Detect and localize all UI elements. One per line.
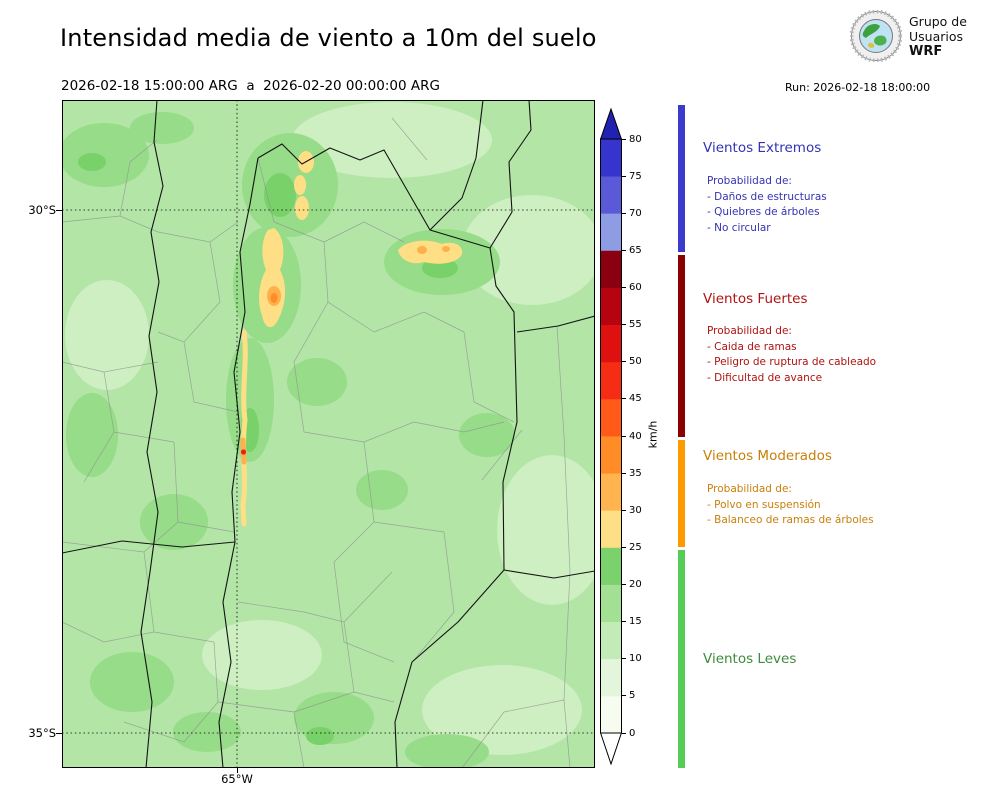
colorbar-tick-mark (622, 361, 626, 363)
logo-line-3: WRF (909, 43, 943, 59)
legend-item: Probabilidad de: (707, 325, 792, 337)
legend-title-moderados: Vientos Moderados (703, 448, 832, 464)
y-axis-label-35s: 35°S (28, 726, 56, 740)
forecast-period: 2026-02-18 15:00:00 ARG a 2026-02-20 00:… (61, 78, 440, 94)
colorbar-tick-mark (622, 287, 626, 288)
colorbar-tick-mark (622, 138, 626, 140)
colorbar-tick-mark (622, 212, 626, 214)
colorbar-tick-mark (622, 509, 626, 511)
legend-item: - No circular (707, 221, 771, 234)
colorbar-tick-mark (622, 472, 626, 474)
legend-bar-leves (678, 550, 685, 768)
legend-item: - Peligro de ruptura de cableado (707, 356, 877, 369)
legend-item: - Dificultad de avance (707, 371, 823, 384)
wrf-logo-icon (850, 10, 902, 62)
logo-line-1: Grupo de (909, 13, 967, 29)
legend-body-fuertes: Probabilidad de: - Caida de ramas - Peli… (707, 324, 876, 386)
colorbar-tick-label: 60 (629, 282, 642, 293)
legend-item: - Polvo en suspensión (707, 498, 821, 511)
colorbar-tick-label: 80 (629, 133, 642, 145)
colorbar-tick-mark (622, 398, 626, 400)
legend-item: Probabilidad de: (707, 175, 792, 187)
colorbar-tick-label: 25 (629, 541, 642, 553)
legend-bar-moderados (678, 440, 685, 547)
legend-bar-fuertes (678, 255, 685, 437)
legend-body-extremos: Probabilidad de: - Daños de estructuras … (707, 174, 827, 236)
colorbar-tick-mark (622, 695, 626, 697)
colorbar-tick-label: 75 (629, 170, 642, 182)
legend-title-fuertes: Vientos Fuertes (703, 291, 808, 307)
colorbar-tick-mark (622, 324, 626, 326)
colorbar-tick-mark (622, 584, 626, 585)
colorbar-tick-mark (622, 435, 626, 437)
legend-item: - Quiebres de árboles (707, 206, 820, 219)
colorbar-tick-label: 65 (629, 244, 642, 256)
colorbar-tick-mark (622, 546, 626, 548)
legend-item: - Balanceo de ramas de árboles (707, 514, 874, 527)
colorbar-tick-label: 5 (629, 690, 636, 702)
colorbar-tick-label: 15 (629, 616, 642, 628)
wrf-logo: Grupo de Usuarios WRF (850, 10, 967, 62)
colorbar-tick-label: 30 (629, 504, 642, 516)
colorbar-tick-label: 40 (629, 430, 642, 442)
colorbar-tick-label: 45 (629, 393, 642, 405)
colorbar-tick-mark (622, 175, 626, 177)
wrf-logo-text: Grupo de Usuarios WRF (909, 14, 967, 59)
model-run-label: Run: 2026-02-18 18:00:00 (785, 81, 931, 94)
legend-bar-extremos (678, 105, 685, 252)
colorbar-tick-label: 35 (629, 467, 642, 479)
legend-item: - Daños de estructuras (707, 190, 827, 203)
colorbar-tick-mark (622, 249, 626, 251)
wind-map (62, 100, 595, 768)
y-tick-30s (56, 209, 62, 211)
page-title: Intensidad media de viento a 10m del sue… (60, 24, 597, 52)
colorbar-tick-label: 20 (629, 579, 642, 590)
legend-item: Probabilidad de: (707, 483, 792, 495)
colorbar-tick-label: 0 (629, 727, 636, 739)
colorbar-svg (600, 108, 622, 765)
colorbar-tick-label: 55 (629, 319, 642, 331)
colorbar-tick-mark (622, 621, 626, 623)
colorbar-tick-label: 50 (629, 356, 642, 368)
colorbar-ticks: 0 5 10 15 20 25 30 35 40 45 50 55 60 65 70 75 80 (600, 108, 660, 765)
colorbar-tick-mark (622, 658, 626, 660)
colorbar-tick-label: 70 (629, 207, 642, 219)
colorbar-tick-label: 10 (629, 653, 642, 665)
legend-title-extremos: Vientos Extremos (703, 140, 822, 156)
x-axis-label-65w: 65°W (221, 772, 253, 786)
colorbar-unit-label: km/h (646, 420, 660, 449)
y-tick-35s (56, 732, 62, 734)
legend-item: - Caida de ramas (707, 340, 797, 353)
y-axis-label-30s: 30°S (28, 203, 56, 217)
x-tick-65w (236, 768, 238, 773)
legend-body-moderados: Probabilidad de: - Polvo en suspensión -… (707, 482, 874, 529)
wind-map-canvas (62, 100, 595, 768)
logo-line-2: Usuarios (909, 28, 964, 44)
colorbar-tick-mark (622, 732, 626, 734)
legend-title-leves: Vientos Leves (703, 651, 797, 667)
